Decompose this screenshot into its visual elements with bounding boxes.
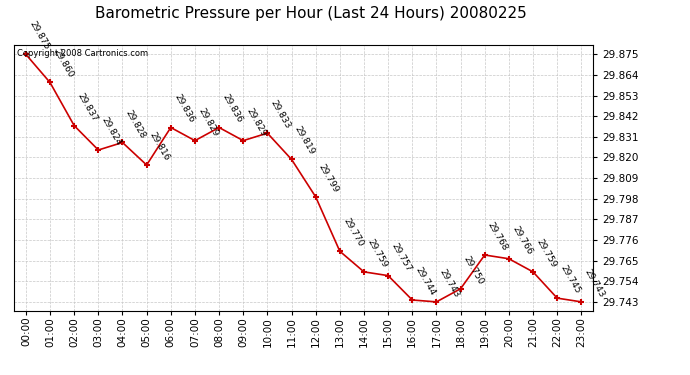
Text: 29.743: 29.743 xyxy=(438,267,462,299)
Text: Copyright 2008 Cartronics.com: Copyright 2008 Cartronics.com xyxy=(17,49,148,58)
Text: 29.759: 29.759 xyxy=(535,237,558,269)
Text: 29.816: 29.816 xyxy=(148,130,172,162)
Text: 29.745: 29.745 xyxy=(559,264,582,296)
Text: 29.768: 29.768 xyxy=(486,220,510,252)
Text: 29.750: 29.750 xyxy=(462,254,486,286)
Text: 29.766: 29.766 xyxy=(511,224,534,256)
Text: 29.824: 29.824 xyxy=(100,116,123,147)
Text: 29.829: 29.829 xyxy=(197,106,220,138)
Text: 29.860: 29.860 xyxy=(52,48,75,80)
Text: 29.829: 29.829 xyxy=(245,106,268,138)
Text: 29.799: 29.799 xyxy=(317,162,341,194)
Text: 29.836: 29.836 xyxy=(172,93,196,125)
Text: 29.757: 29.757 xyxy=(390,241,413,273)
Text: 29.828: 29.828 xyxy=(124,108,148,140)
Text: Barometric Pressure per Hour (Last 24 Hours) 20080225: Barometric Pressure per Hour (Last 24 Ho… xyxy=(95,6,526,21)
Text: 29.770: 29.770 xyxy=(342,217,365,249)
Text: 29.875: 29.875 xyxy=(28,20,51,52)
Text: 29.743: 29.743 xyxy=(583,267,607,299)
Text: 29.837: 29.837 xyxy=(76,91,99,123)
Text: 29.744: 29.744 xyxy=(414,266,437,297)
Text: 29.836: 29.836 xyxy=(221,93,244,125)
Text: 29.759: 29.759 xyxy=(366,237,389,269)
Text: 29.819: 29.819 xyxy=(293,125,317,157)
Text: 29.833: 29.833 xyxy=(269,99,293,130)
